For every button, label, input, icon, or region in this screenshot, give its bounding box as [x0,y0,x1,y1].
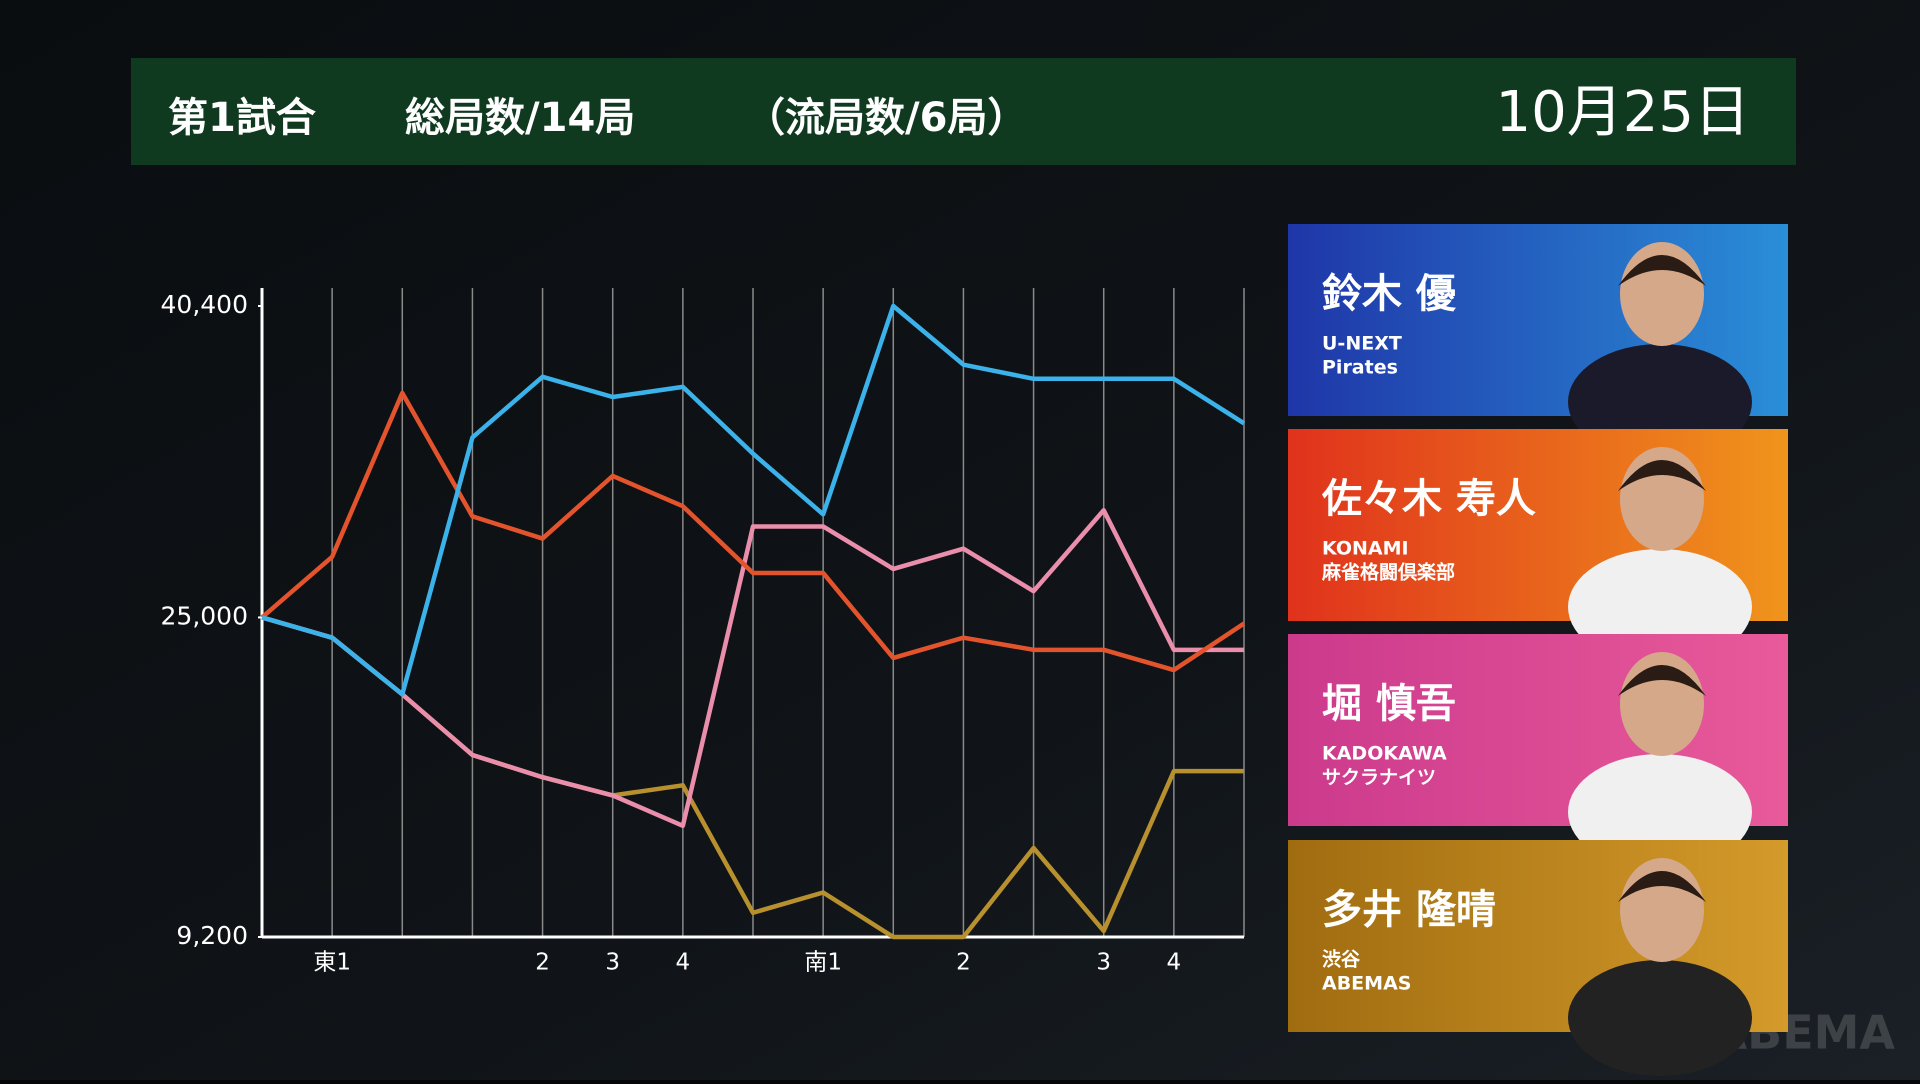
player-team: 渋谷 [1322,948,1361,971]
player-photo-hair [1618,665,1706,696]
player-photo-body [1568,960,1752,1076]
player-team: 麻雀格闘倶楽部 [1321,561,1455,584]
player-photo-hair [1618,255,1706,286]
x-tick-label: 2 [956,950,971,976]
player-team: U-NEXT [1322,333,1402,355]
x-tick-label: 2 [535,950,550,976]
player-team: Pirates [1322,357,1398,379]
total: 総局数/14局 [405,95,635,141]
player-name: 佐々木 寿人 [1321,476,1536,522]
player-team: KADOKAWA [1322,743,1447,765]
x-tick-label: 南1 [804,950,842,976]
match: 第1試合 [168,95,316,141]
x-tick-label: 東1 [313,950,351,976]
player-team: ABEMAS [1322,973,1411,995]
x-tick-label: 4 [676,950,691,976]
player-name: 多井 隆晴 [1322,887,1496,933]
player-photo-hair [1618,871,1706,902]
x-tick-label: 4 [1167,950,1182,976]
x-tick-label: 3 [1096,950,1111,976]
player-name: 鈴木 優 [1322,271,1457,317]
date: 10月25日 [1495,80,1750,145]
x-tick-label: 3 [605,950,620,976]
player-photo-hair [1618,460,1706,491]
y-tick-label: 40,400 [161,290,248,319]
y-tick-label: 25,000 [161,601,248,630]
draws: （流局数/6局） [745,95,1027,141]
y-tick-label: 9,200 [176,921,248,950]
series-line [261,508,1244,829]
player-team: KONAMI [1322,538,1409,560]
header-bar [131,58,1796,165]
player-name: 堀 慎吾 [1322,681,1456,727]
series-line [261,303,1246,697]
series-line [260,390,1246,673]
player-team: サクラナイツ [1322,767,1436,789]
